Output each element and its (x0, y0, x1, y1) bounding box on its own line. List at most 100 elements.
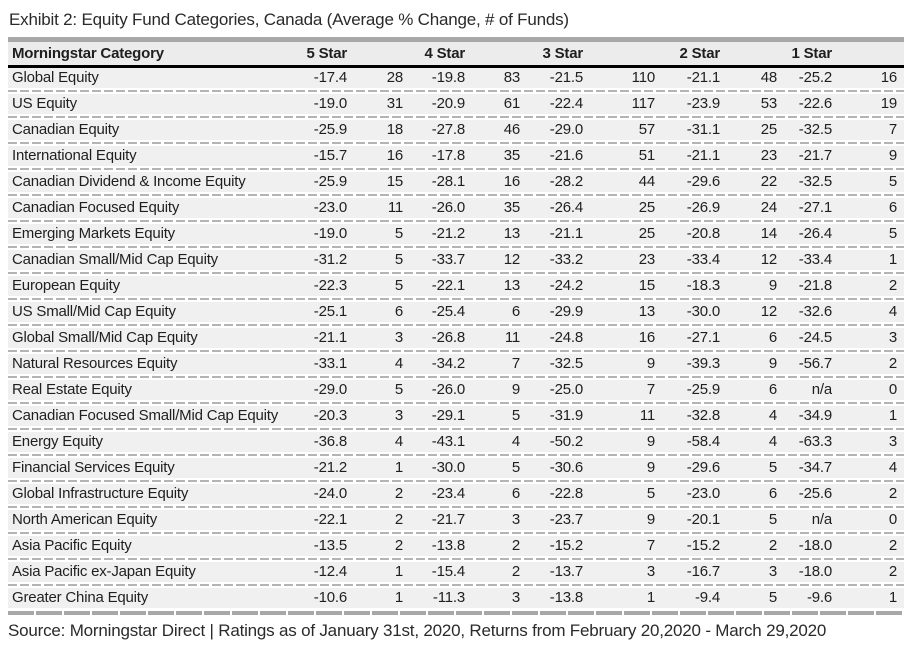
row-separator (8, 478, 904, 484)
cell-category: Natural Resources Equity (12, 355, 178, 372)
cell-fund-count: 6 (768, 329, 777, 346)
cell-fund-count: 0 (888, 381, 897, 398)
cell-fund-count: 35 (503, 199, 520, 216)
cell-fund-count: 19 (880, 95, 897, 112)
cell-avg-change: -21.6 (549, 147, 583, 164)
cell-fund-count: 1 (394, 589, 403, 606)
table-row: Canadian Dividend & Income Equity -25.9 15… (8, 172, 904, 192)
cell-fund-count: 0 (888, 511, 897, 528)
cell-fund-count: 44 (638, 173, 655, 190)
cell-avg-change: -9.4 (694, 589, 720, 606)
cell-fund-count: 4 (888, 303, 897, 320)
cell-category: International Equity (12, 147, 137, 164)
cell-avg-change: -20.8 (686, 225, 720, 242)
cell-fund-count: 7 (646, 381, 655, 398)
table-body: Global Equity -17.4 28 -19.8 83 -21.5 110 -21.1… (8, 68, 923, 611)
row-separator (8, 400, 904, 406)
cell-fund-count: 5 (511, 407, 520, 424)
cell-fund-count: 2 (394, 511, 403, 528)
row-separator (8, 88, 904, 94)
cell-fund-count: 6 (768, 381, 777, 398)
cell-fund-count: 3 (511, 511, 520, 528)
header-2-star: 2 Star (679, 45, 721, 62)
cell-avg-change: -26.9 (686, 199, 720, 216)
cell-fund-count: 110 (631, 69, 655, 86)
cell-fund-count: 4 (394, 355, 403, 372)
source-line: Source: Morningstar Direct | Ratings as … (8, 621, 827, 640)
cell-fund-count: 2 (394, 537, 403, 554)
table-row: Energy Equity -36.8 4 -43.1 4 -50.2 9 -58.4 4 -63… (8, 432, 904, 452)
cell-category: Financial Services Equity (12, 459, 175, 476)
cell-fund-count: 9 (646, 355, 655, 372)
row-separator (8, 192, 904, 198)
cell-fund-count: 16 (503, 173, 520, 190)
cell-fund-count: 22 (760, 173, 777, 190)
cell-avg-change: -21.1 (549, 225, 583, 242)
table-row: US Small/Mid Cap Equity -25.1 6 -25.4 6 -29.9… (8, 302, 904, 322)
cell-category: Canadian Small/Mid Cap Equity (12, 251, 218, 268)
cell-avg-change: -22.8 (549, 485, 583, 502)
cell-avg-change: -50.2 (549, 433, 583, 450)
cell-avg-change: -26.4 (798, 225, 832, 242)
cell-fund-count: 1 (888, 251, 897, 268)
cell-fund-count: 13 (503, 225, 520, 242)
cell-avg-change: -20.9 (431, 95, 465, 112)
cell-avg-change: -30.6 (549, 459, 583, 476)
cell-avg-change: -32.8 (686, 407, 720, 424)
cell-fund-count: 4 (888, 459, 897, 476)
cell-avg-change: -29.1 (431, 407, 465, 424)
cell-fund-count: 1 (394, 459, 403, 476)
cell-avg-change: -24.2 (549, 277, 583, 294)
header-category: Morningstar Category (12, 45, 164, 62)
cell-avg-change: -28.1 (431, 173, 465, 190)
header-5-star: 5 Star (306, 45, 348, 62)
cell-avg-change: -30.0 (686, 303, 720, 320)
cell-avg-change: -19.8 (431, 69, 465, 86)
cell-avg-change: -20.3 (313, 407, 347, 424)
cell-avg-change: -22.1 (431, 277, 465, 294)
cell-fund-count: 5 (768, 589, 777, 606)
table-row: Financial Services Equity -21.2 1 -30.0 5 -30… (8, 458, 904, 478)
cell-avg-change: -22.3 (313, 277, 347, 294)
cell-avg-change: -21.7 (798, 147, 832, 164)
cell-avg-change: -21.1 (686, 69, 720, 86)
cell-avg-change: -29.0 (549, 121, 583, 138)
row-separator (8, 244, 904, 250)
cell-fund-count: 3 (888, 433, 897, 450)
cell-fund-count: 57 (638, 121, 655, 138)
cell-avg-change: -24.0 (313, 485, 347, 502)
cell-fund-count: 1 (888, 589, 897, 606)
header-1-star: 1 Star (791, 45, 833, 62)
cell-fund-count: 2 (888, 277, 897, 294)
cell-category: North American Equity (12, 511, 158, 528)
cell-fund-count: 117 (631, 95, 655, 112)
cell-avg-change: -25.2 (798, 69, 832, 86)
cell-avg-change: -32.5 (798, 121, 832, 138)
bottom-divider-bar (8, 611, 904, 615)
cell-category: Global Equity (12, 69, 99, 86)
cell-fund-count: 4 (394, 433, 403, 450)
cell-fund-count: 9 (646, 511, 655, 528)
row-separator (8, 140, 904, 146)
table-row: Real Estate Equity -29.0 5 -26.0 9 -25.0 7 -25.… (8, 380, 904, 400)
table-row: North American Equity -22.1 2 -21.7 3 -23.7 9 -… (8, 510, 904, 530)
cell-fund-count: 9 (646, 459, 655, 476)
cell-fund-count: 9 (511, 381, 520, 398)
cell-fund-count: 48 (760, 69, 777, 86)
cell-avg-change: -13.8 (431, 537, 465, 554)
cell-fund-count: 13 (638, 303, 655, 320)
cell-fund-count: 53 (760, 95, 777, 112)
row-separator (8, 218, 904, 224)
cell-fund-count: 7 (646, 537, 655, 554)
cell-avg-change: -27.1 (798, 199, 832, 216)
cell-fund-count: 3 (646, 563, 655, 580)
cell-avg-change: -33.4 (686, 251, 720, 268)
cell-category: US Equity (12, 95, 77, 112)
header-3-star: 3 Star (542, 45, 584, 62)
cell-fund-count: 5 (888, 173, 897, 190)
cell-avg-change: -18.0 (798, 563, 832, 580)
cell-fund-count: 11 (504, 329, 520, 346)
cell-fund-count: 5 (511, 459, 520, 476)
row-separator (8, 426, 904, 432)
